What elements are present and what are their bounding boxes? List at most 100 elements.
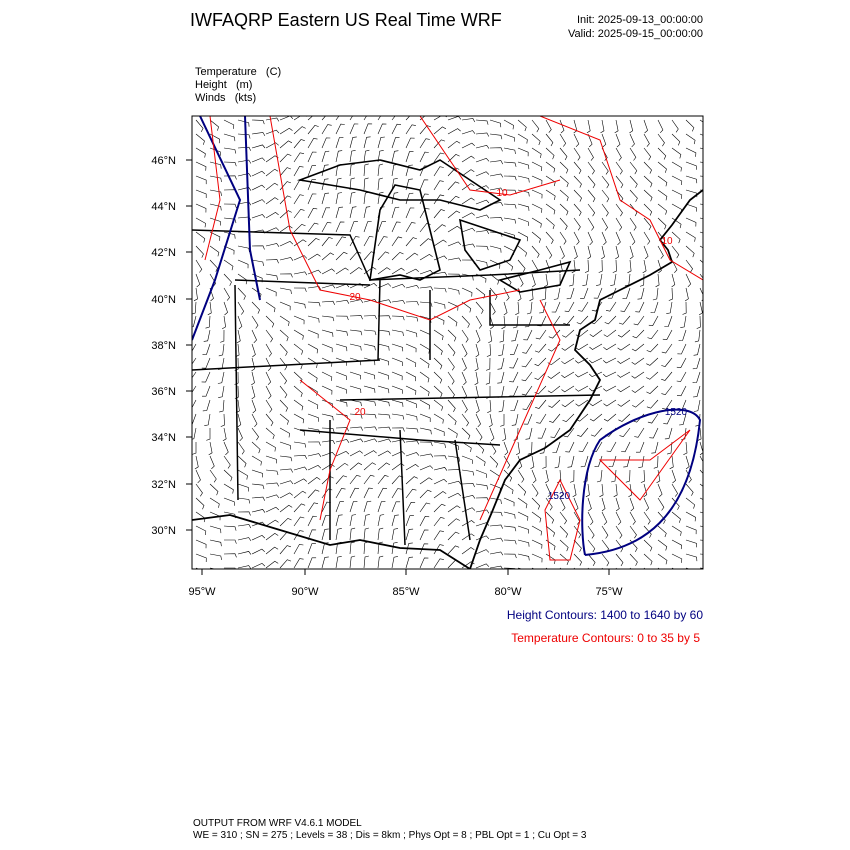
wind-barb	[349, 514, 357, 527]
wind-barb	[517, 483, 527, 496]
wind-barb	[363, 163, 369, 177]
wind-barb	[461, 533, 475, 541]
wind-barb	[511, 329, 519, 342]
wind-barb	[615, 217, 623, 231]
wind-barb	[657, 231, 666, 245]
wind-barb	[667, 441, 673, 455]
coastline	[192, 514, 471, 569]
wind-barb	[293, 441, 307, 448]
wind-barb	[676, 371, 687, 382]
wind-barb	[525, 427, 533, 440]
wind-barb	[544, 469, 549, 484]
wind-barb	[559, 539, 569, 552]
wind-barb	[629, 133, 635, 148]
wind-barb	[363, 426, 378, 431]
wind-barb	[545, 147, 555, 160]
wind-barb	[279, 241, 294, 247]
wind-barb	[631, 357, 645, 365]
wind-barb	[489, 173, 504, 178]
wind-barb	[433, 126, 447, 135]
wind-barb	[502, 427, 507, 442]
wind-barb	[664, 427, 673, 440]
wind-barb	[223, 525, 237, 531]
wind-barb	[237, 301, 245, 315]
wind-barb	[335, 299, 350, 304]
wind-barb	[363, 315, 377, 320]
wind-barb	[265, 482, 280, 487]
wind-barb	[461, 494, 476, 499]
wind-barb	[223, 469, 233, 482]
wind-barb	[461, 142, 476, 149]
wind-barb	[335, 221, 345, 233]
lat-label: 46°N	[151, 155, 176, 167]
wind-barb	[573, 217, 581, 231]
wind-barb	[192, 301, 197, 315]
wind-barb	[251, 343, 256, 358]
wind-barb	[321, 329, 334, 337]
wind-barb	[279, 127, 293, 135]
wind-barb	[279, 492, 293, 499]
wind-barb	[602, 371, 617, 378]
wind-barb	[279, 504, 293, 513]
wind-barb	[195, 525, 207, 536]
wind-barb	[223, 147, 237, 154]
wind-barb	[405, 488, 417, 499]
wind-barb	[391, 413, 405, 420]
wind-barb	[680, 427, 687, 441]
wind-barb	[489, 511, 503, 517]
wind-barb	[293, 558, 304, 569]
wind-barb	[405, 151, 414, 163]
wind-barb	[637, 287, 645, 300]
wind-barb	[531, 497, 541, 510]
wind-barb	[685, 203, 697, 212]
wind-barb	[405, 164, 413, 177]
wind-barb	[293, 152, 305, 163]
wind-barb	[237, 524, 252, 529]
wind-barb	[572, 483, 577, 498]
wind-barb	[678, 329, 687, 341]
wind-barb	[447, 181, 460, 191]
wind-barb	[391, 283, 406, 289]
wind-barb	[549, 413, 561, 423]
wind-barb	[531, 189, 543, 199]
wind-barb	[251, 357, 256, 372]
wind-barb	[628, 483, 633, 498]
wind-barb	[603, 385, 617, 392]
wind-barb	[377, 501, 386, 513]
wind-barb	[603, 343, 617, 351]
wind-barb	[559, 511, 567, 525]
wind-barb	[265, 441, 276, 452]
wind-barb	[209, 273, 217, 287]
wind-barb	[349, 487, 360, 499]
wind-barb	[349, 527, 356, 541]
wind-barb	[377, 163, 384, 177]
wind-barb	[601, 511, 608, 526]
wind-barb	[391, 451, 406, 457]
wind-barb	[447, 455, 460, 462]
wind-barb	[265, 371, 272, 386]
wind-barb	[664, 315, 673, 327]
wind-barb	[236, 329, 241, 344]
wind-barb	[517, 231, 529, 242]
wind-barb	[237, 565, 252, 569]
wind-barb	[222, 427, 227, 442]
wind-barb	[503, 287, 510, 301]
wind-barb	[405, 427, 419, 433]
wind-barb	[293, 255, 308, 261]
temperature-contour	[204, 116, 703, 561]
wind-barb	[377, 462, 391, 471]
wind-barb	[377, 487, 388, 499]
wind-barb	[621, 441, 631, 453]
wind-barb	[671, 189, 683, 199]
wind-barb	[209, 455, 215, 470]
wind-barb	[307, 193, 317, 205]
wind-barb	[643, 483, 648, 498]
wind-barb	[237, 315, 243, 330]
wind-barb	[699, 441, 703, 456]
wind-barb	[475, 144, 490, 149]
wind-barb	[503, 119, 514, 130]
wind-barb	[307, 253, 321, 261]
wind-barb	[433, 544, 444, 555]
wind-barb	[475, 245, 489, 251]
wind-barb	[615, 203, 623, 217]
